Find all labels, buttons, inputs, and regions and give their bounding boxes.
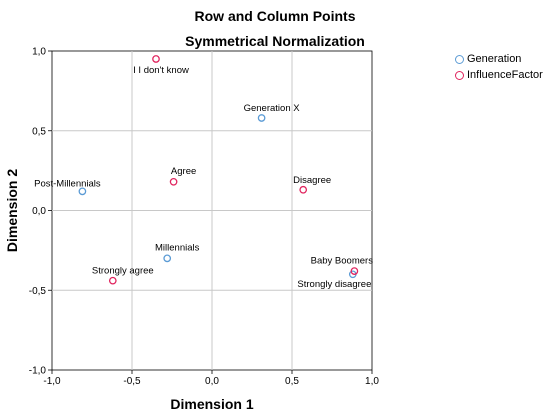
point-label: Post-Millennials — [34, 178, 101, 189]
x-tick-label: 1,0 — [365, 376, 379, 387]
x-tick-label: -1,0 — [43, 376, 61, 387]
legend-label-influencefactor: InfluenceFactor — [467, 69, 543, 81]
point-marker-influencefactor — [299, 185, 308, 194]
x-tick-label: 0,0 — [205, 376, 219, 387]
y-tick-label: -0,5 — [29, 286, 47, 297]
point-label: Millennials — [155, 242, 200, 253]
chart-title: Row and Column Points — [194, 8, 356, 24]
y-tick-label: -1,0 — [29, 366, 47, 377]
y-tick-label: 1,0 — [32, 47, 46, 58]
point-marker-influencefactor — [169, 177, 178, 186]
point-marker-generation — [78, 187, 87, 196]
point-label: Strongly disagree — [297, 279, 371, 290]
y-tick-label: 0,5 — [32, 126, 46, 137]
x-axis-label: Dimension 1 — [170, 396, 253, 412]
point-label: Disagree — [293, 175, 331, 186]
legend-item-generation: Generation — [455, 51, 543, 67]
y-axis-label: Dimension 2 — [4, 169, 20, 252]
point-label: Strongly agree — [92, 266, 154, 277]
legend-label-generation: Generation — [467, 53, 522, 65]
legend-item-influencefactor: InfluenceFactor — [455, 67, 543, 83]
y-tick-label: 0,0 — [32, 206, 46, 217]
point-label: Generation X — [244, 103, 301, 114]
x-tick-label: 0,5 — [285, 376, 299, 387]
point-marker-influencefactor — [108, 276, 117, 285]
x-tick-label: -0,5 — [123, 376, 141, 387]
point-label: Agree — [171, 166, 196, 177]
legend-marker-generation — [455, 54, 464, 64]
chart-subtitle: Symmetrical Normalization — [185, 33, 365, 49]
point-label: I I don't know — [133, 65, 189, 76]
point-marker-generation — [257, 114, 266, 122]
legend: Generation InfluenceFactor — [455, 51, 543, 83]
point-marker-influencefactor — [152, 55, 160, 63]
point-label: Baby Boomers — [311, 255, 374, 266]
point-marker-generation — [163, 254, 172, 263]
legend-marker-influencefactor — [455, 70, 464, 80]
point-marker-influencefactor — [350, 267, 359, 275]
